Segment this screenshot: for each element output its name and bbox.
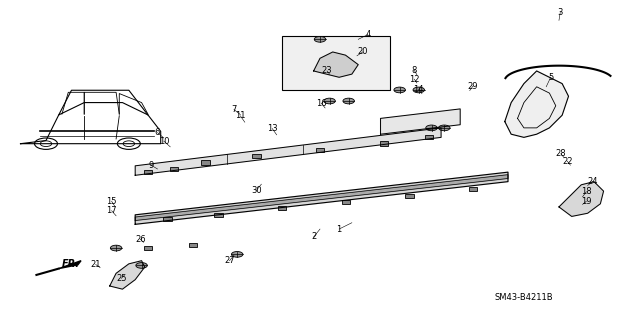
Bar (380, 141, 388, 145)
Circle shape (314, 36, 326, 42)
Text: 26: 26 (135, 235, 146, 244)
Polygon shape (59, 261, 81, 269)
Bar (469, 187, 477, 191)
Polygon shape (559, 182, 604, 216)
Circle shape (394, 87, 405, 93)
Text: 3: 3 (557, 8, 563, 17)
Text: 13: 13 (267, 124, 278, 133)
Bar (424, 135, 433, 139)
Text: FR.: FR. (62, 259, 80, 269)
Text: 19: 19 (581, 197, 591, 206)
Bar (144, 246, 152, 250)
Bar (214, 213, 223, 217)
Polygon shape (314, 52, 358, 77)
Circle shape (343, 98, 355, 104)
Circle shape (438, 125, 450, 131)
Circle shape (136, 263, 147, 268)
Text: 7: 7 (231, 105, 237, 114)
Text: 6: 6 (155, 128, 160, 137)
Text: 30: 30 (251, 186, 262, 195)
Polygon shape (135, 175, 508, 220)
Text: 22: 22 (562, 157, 573, 166)
Text: 15: 15 (106, 197, 117, 206)
Polygon shape (381, 109, 460, 134)
Polygon shape (505, 71, 568, 137)
Bar (252, 154, 260, 158)
Bar (316, 148, 324, 152)
Text: 8: 8 (412, 66, 417, 75)
Circle shape (232, 251, 243, 257)
Bar (144, 170, 152, 174)
Text: 12: 12 (409, 75, 420, 84)
Bar (282, 36, 390, 90)
Bar (163, 217, 172, 221)
Text: 5: 5 (548, 73, 554, 82)
Bar (189, 243, 197, 247)
Text: 21: 21 (90, 260, 101, 269)
Text: 28: 28 (556, 149, 566, 158)
Text: 9: 9 (148, 161, 154, 170)
Text: 25: 25 (116, 274, 127, 283)
Circle shape (413, 87, 424, 93)
Bar (202, 160, 210, 165)
Polygon shape (135, 128, 441, 175)
Text: 1: 1 (337, 225, 342, 234)
Text: 29: 29 (468, 82, 478, 91)
Text: 18: 18 (581, 187, 591, 196)
Text: 11: 11 (235, 111, 246, 120)
Text: 16: 16 (316, 99, 326, 108)
Polygon shape (135, 172, 508, 224)
Circle shape (426, 125, 437, 131)
Bar (278, 206, 286, 211)
Text: 27: 27 (224, 256, 235, 265)
Text: 20: 20 (358, 48, 368, 56)
Text: 10: 10 (159, 137, 169, 146)
Text: SM43-B4211B: SM43-B4211B (495, 293, 553, 302)
Text: 4: 4 (365, 30, 371, 39)
Text: 24: 24 (588, 177, 598, 186)
Bar (170, 167, 178, 171)
Text: 23: 23 (322, 66, 332, 76)
Text: 14: 14 (413, 85, 424, 94)
Text: 17: 17 (106, 206, 117, 215)
Bar (342, 200, 350, 204)
Circle shape (110, 245, 122, 251)
Bar (405, 194, 413, 198)
Polygon shape (109, 261, 145, 289)
Text: 2: 2 (311, 233, 316, 241)
Circle shape (324, 98, 335, 104)
